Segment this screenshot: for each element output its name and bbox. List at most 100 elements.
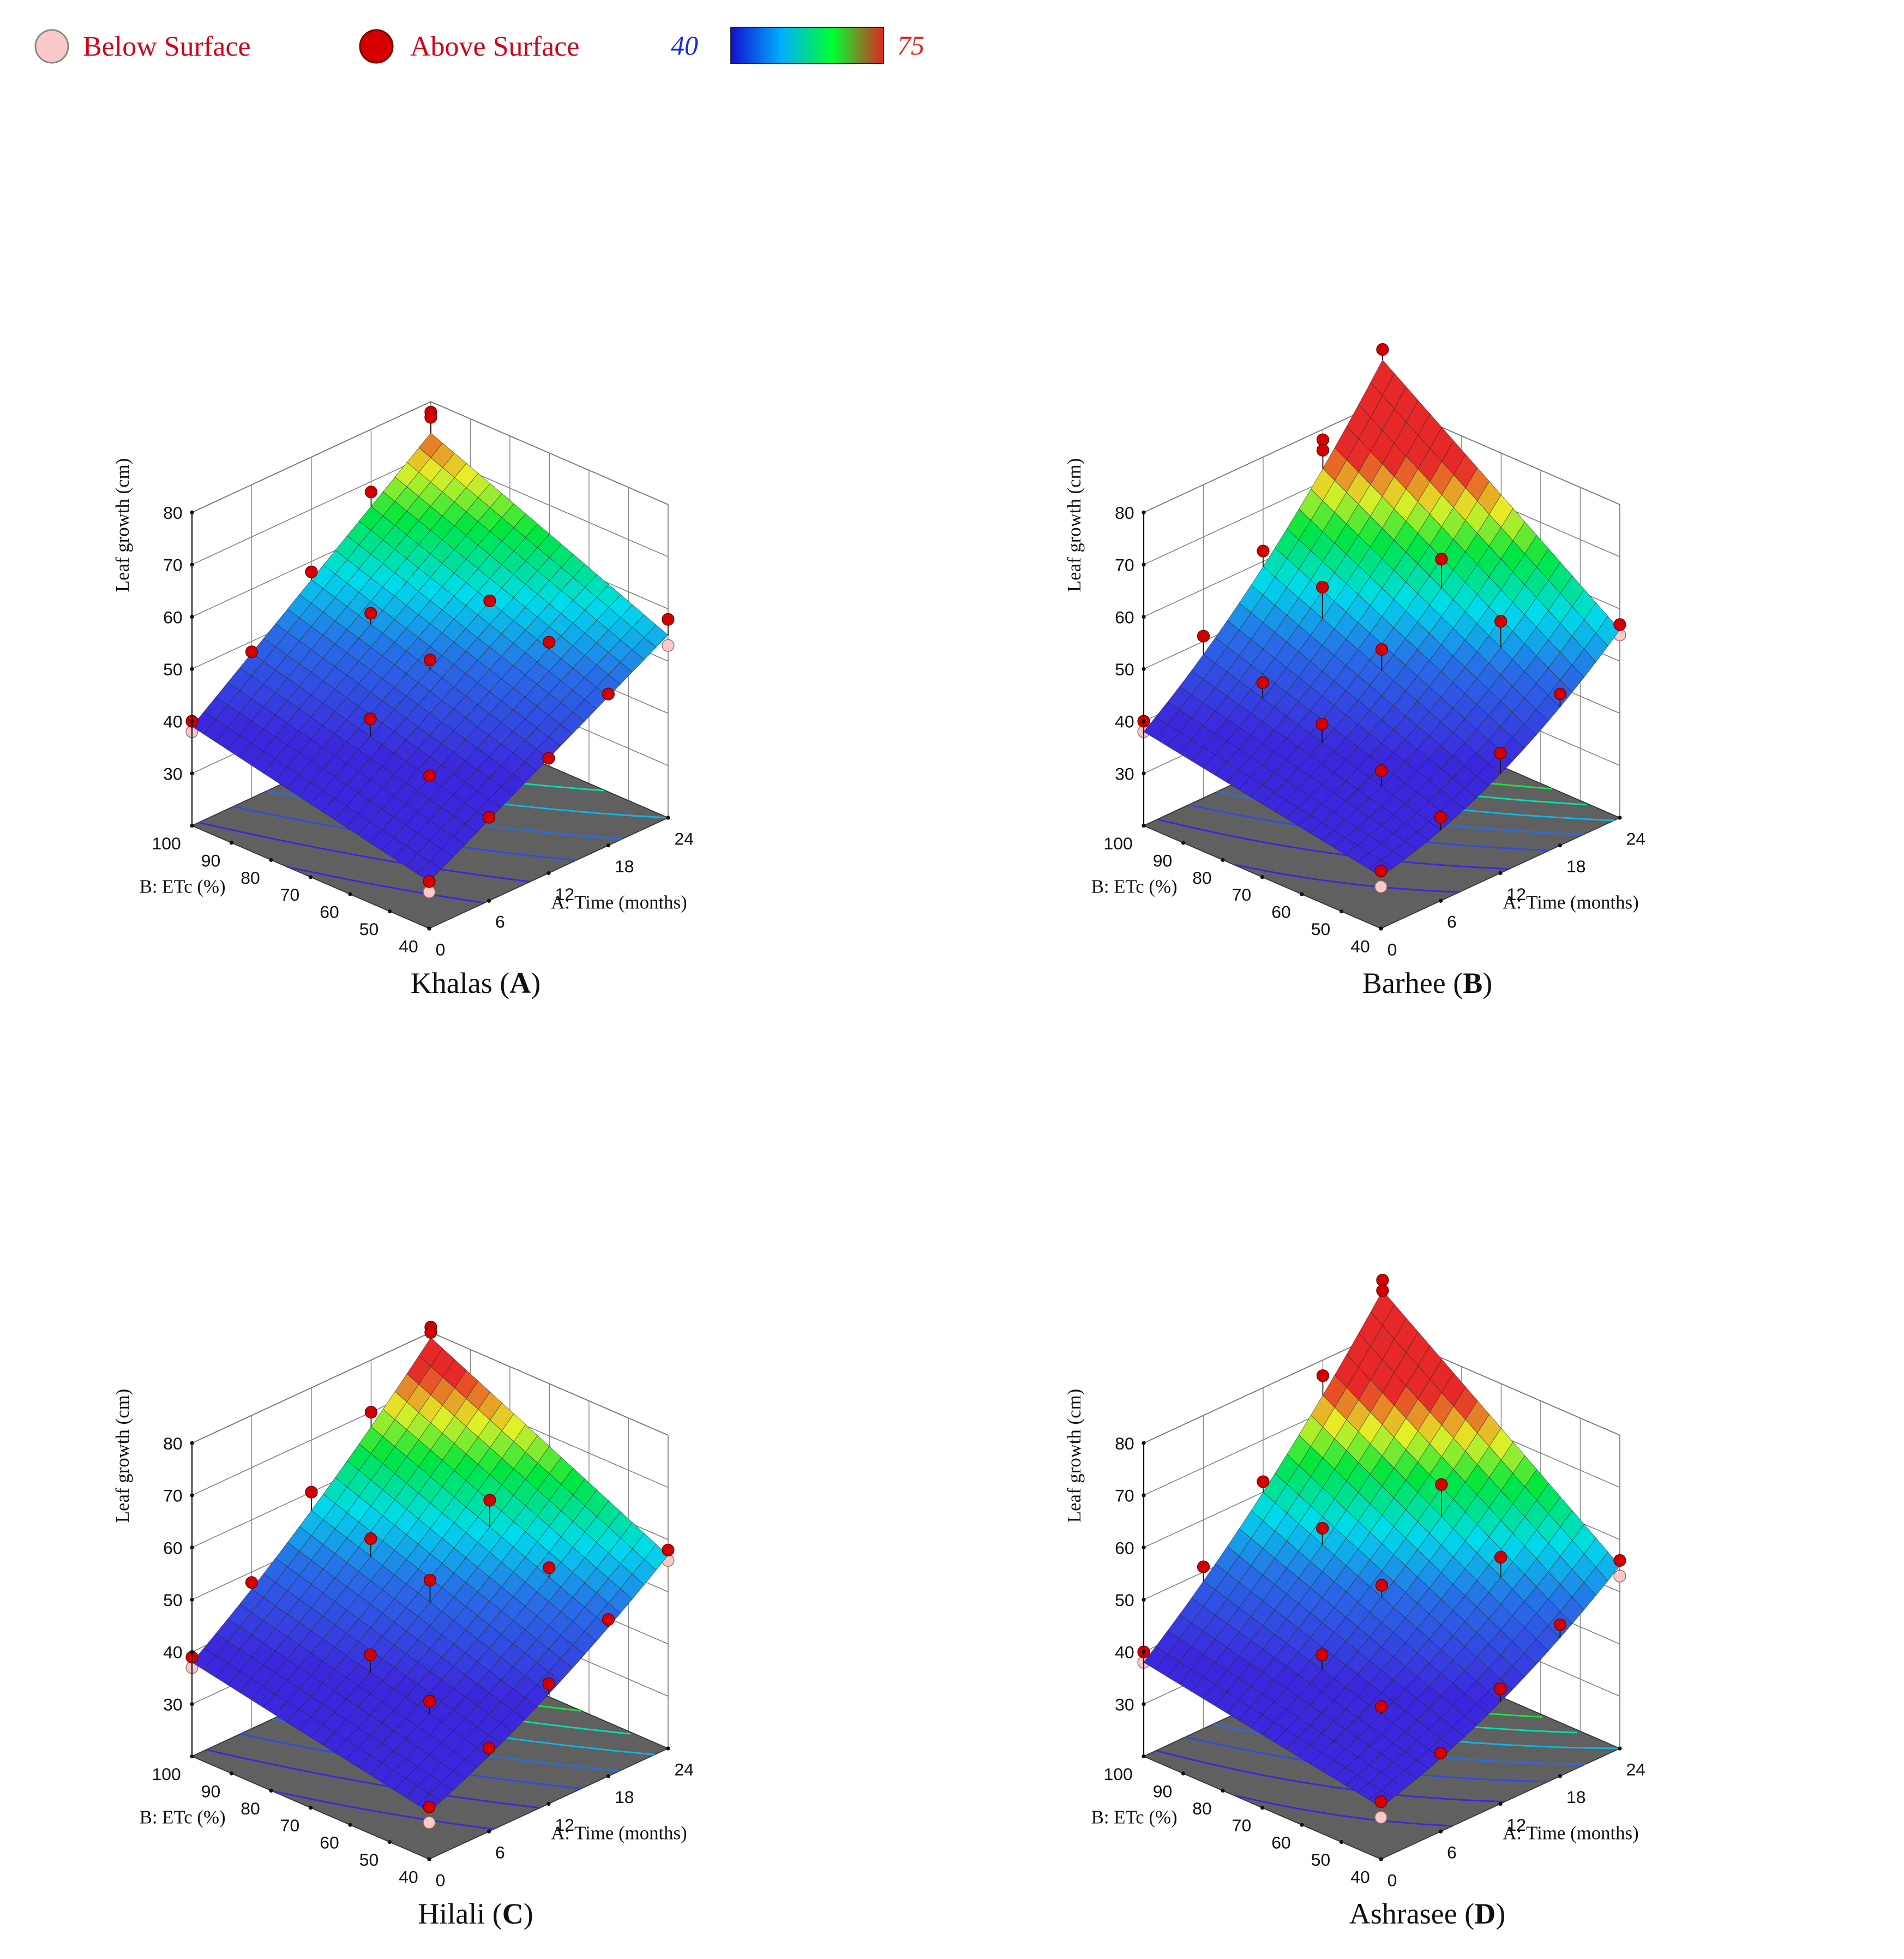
z-tick-label: 60 xyxy=(1115,1538,1134,1557)
above-surface-point xyxy=(364,1532,377,1545)
above-surface-point xyxy=(305,1485,318,1499)
x-tick-mark xyxy=(546,871,551,876)
y-tick-mark xyxy=(1260,1806,1265,1810)
z-tick-mark xyxy=(1142,1650,1146,1654)
z-tick-mark xyxy=(1142,1493,1146,1497)
x-tick-label: 18 xyxy=(1566,856,1585,876)
y-tick-mark xyxy=(427,926,431,931)
plot-area: 30 40 50 60 70 80 0 6 12 18 24 40 50 60 70 80 90 100 A: Ti… xyxy=(112,1321,694,1890)
y-tick-mark xyxy=(1181,841,1186,845)
below-surface-point xyxy=(1374,1811,1388,1824)
y-tick-mark xyxy=(1221,858,1225,862)
z-tick-label: 50 xyxy=(163,1590,182,1610)
y-tick-mark xyxy=(269,858,273,862)
z-tick-mark xyxy=(1142,1702,1146,1706)
z-tick-label: 50 xyxy=(1115,1590,1134,1610)
z-tick-label: 40 xyxy=(1115,1643,1134,1662)
above-surface-point xyxy=(1197,630,1210,643)
y-tick-label: 50 xyxy=(359,1850,379,1870)
caption-letter: B xyxy=(1463,967,1482,999)
contour-line xyxy=(271,1789,494,1830)
y-tick-label: 80 xyxy=(1192,1799,1211,1818)
y-tick-mark xyxy=(1379,926,1383,931)
above-surface-point xyxy=(662,1543,675,1556)
z-tick-label: 50 xyxy=(163,660,182,679)
chart-panel-ashrasee: 30 40 50 60 70 80 0 6 12 18 24 40 50 60 70 80 90 100 A: Ti… xyxy=(952,1029,1903,1956)
y-tick-mark xyxy=(269,1788,273,1793)
y-tick-mark xyxy=(1142,823,1146,828)
below-surface-label: Below Surface xyxy=(83,31,251,62)
y-tick-mark xyxy=(387,909,392,914)
z-tick-label: 40 xyxy=(163,712,182,732)
above-surface-point xyxy=(1376,343,1389,356)
z-tick-mark xyxy=(190,510,194,514)
y-tick-label: 40 xyxy=(1350,1867,1370,1887)
y-axis-title: B: ETc (%) xyxy=(140,1807,226,1828)
above-surface-point xyxy=(423,875,436,888)
y-tick-mark xyxy=(1300,1823,1304,1827)
y-tick-mark xyxy=(1181,1771,1186,1776)
caption-letter: D xyxy=(1474,1897,1495,1930)
z-tick-label: 60 xyxy=(163,607,182,627)
above-surface-point xyxy=(1375,1579,1389,1592)
y-tick-mark xyxy=(308,1806,313,1810)
x-tick-mark xyxy=(1618,1746,1622,1751)
above-surface-point xyxy=(305,565,318,578)
z-tick-label: 70 xyxy=(163,555,182,575)
caption-name: Ashrasee ( xyxy=(1349,1897,1474,1930)
x-tick-label: 18 xyxy=(615,1787,634,1807)
y-axis-title: B: ETc (%) xyxy=(1091,1807,1178,1828)
x-axis-title: A: Time (months) xyxy=(551,892,687,913)
y-tick-label: 100 xyxy=(1103,1764,1132,1784)
y-tick-label: 80 xyxy=(241,868,260,888)
y-tick-label: 70 xyxy=(280,1816,299,1835)
y-tick-label: 100 xyxy=(152,1764,181,1784)
z-tick-mark xyxy=(190,719,194,723)
surface-cell xyxy=(417,861,442,882)
plot-area: 30 40 50 60 70 80 0 6 12 18 24 40 50 60 70 80 90 100 A: Ti… xyxy=(112,400,694,959)
above-surface-point xyxy=(1257,1475,1270,1488)
z-tick-mark xyxy=(1142,615,1146,619)
y-tick-mark xyxy=(1260,875,1265,879)
x-tick-label: 0 xyxy=(436,939,446,959)
caption-name: Khalas ( xyxy=(411,967,509,999)
y-tick-label: 90 xyxy=(1153,1781,1172,1801)
x-tick-label: 6 xyxy=(495,912,505,932)
y-tick-label: 80 xyxy=(241,1799,260,1818)
above-surface-point xyxy=(1494,1550,1507,1564)
chart-panel-khalas: 30 40 50 60 70 80 0 6 12 18 24 40 50 60 70 80 90 100 A: Ti… xyxy=(0,98,952,1026)
above-surface-point xyxy=(424,411,437,424)
above-surface-point xyxy=(1553,687,1567,700)
above-surface-point xyxy=(1256,676,1269,690)
above-surface-point xyxy=(1316,1648,1329,1661)
y-tick-label: 40 xyxy=(399,1867,418,1887)
x-axis-title: A: Time (months) xyxy=(1503,1823,1638,1844)
y-tick-label: 70 xyxy=(1232,885,1251,904)
x-axis-title: A: Time (months) xyxy=(1503,892,1638,913)
below-surface-point xyxy=(1613,1569,1626,1583)
above-surface-point xyxy=(1553,1618,1567,1631)
response-surface xyxy=(1143,360,1620,877)
below-surface-point xyxy=(1374,880,1388,894)
z-tick-mark xyxy=(1142,771,1146,776)
y-tick-mark xyxy=(387,1840,392,1844)
caption-name: Barhee ( xyxy=(1362,967,1463,999)
above-surface-point xyxy=(364,486,378,499)
contour-line xyxy=(199,822,531,883)
y-axis-title: B: ETc (%) xyxy=(1091,876,1178,897)
x-tick-mark xyxy=(606,1774,611,1778)
panel-caption: Hilali (C) xyxy=(418,1897,533,1930)
above-surface-point xyxy=(483,1494,496,1507)
x-tick-mark xyxy=(1558,843,1563,848)
above-surface-point xyxy=(1375,764,1388,777)
z-axis-title: Leaf growth (cm) xyxy=(112,458,133,592)
above-surface-point xyxy=(542,1677,555,1690)
y-tick-label: 90 xyxy=(1153,850,1172,870)
chart-panel-hilali: 30 40 50 60 70 80 0 6 12 18 24 40 50 60 70 80 90 100 A: Ti… xyxy=(0,1029,952,1956)
z-tick-mark xyxy=(190,667,194,672)
legend: Below Surface Above Surface 40 75 xyxy=(34,27,924,64)
y-tick-label: 60 xyxy=(1271,1833,1290,1853)
above-surface-point xyxy=(1494,1682,1507,1696)
x-tick-label: 24 xyxy=(675,829,694,848)
y-tick-mark xyxy=(427,1857,431,1861)
